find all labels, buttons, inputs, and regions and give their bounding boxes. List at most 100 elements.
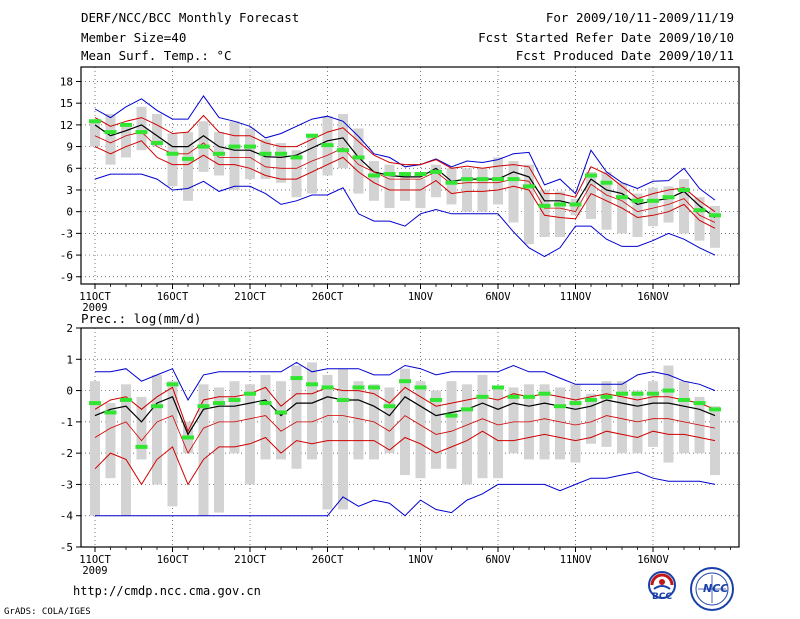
ensemble-box bbox=[400, 368, 410, 476]
ensemble-box bbox=[462, 168, 472, 212]
ensemble-box bbox=[136, 396, 147, 460]
x-tick-label: 6NOV bbox=[485, 554, 511, 566]
ensemble-box bbox=[679, 381, 689, 454]
ensemble-box bbox=[353, 381, 364, 460]
observed-marker bbox=[709, 407, 721, 412]
ensemble-box bbox=[493, 387, 503, 479]
ensemble-box bbox=[369, 161, 379, 201]
observed-marker bbox=[197, 144, 210, 149]
ensemble-box bbox=[105, 403, 116, 479]
x-tick-label: 6NOV bbox=[485, 291, 511, 303]
observed-marker bbox=[461, 177, 473, 182]
observed-marker bbox=[182, 435, 194, 440]
observed-marker bbox=[151, 404, 163, 409]
ensemble-box bbox=[446, 168, 457, 205]
ensemble-box bbox=[508, 387, 519, 454]
plot-frame bbox=[80, 327, 740, 548]
ensemble-box bbox=[415, 179, 426, 209]
ensemble-box bbox=[136, 106, 147, 151]
ensemble-box bbox=[524, 164, 534, 245]
ensemble-box bbox=[384, 164, 395, 209]
observed-marker bbox=[523, 184, 535, 189]
observed-marker bbox=[476, 177, 489, 182]
y-tick-label: 18 bbox=[60, 75, 73, 88]
observed-marker bbox=[399, 379, 411, 384]
bcc-logo-text: BCC bbox=[652, 592, 673, 602]
y-tick-label: -5 bbox=[60, 541, 73, 554]
y-tick-label: -3 bbox=[60, 478, 73, 491]
ncc-logo-icon bbox=[690, 567, 734, 611]
ensemble-box bbox=[601, 381, 612, 447]
observed-marker bbox=[197, 404, 210, 409]
ensemble-box bbox=[229, 121, 240, 190]
observed-marker bbox=[244, 391, 256, 396]
ensemble-min-line bbox=[95, 471, 716, 517]
ensemble-box bbox=[555, 191, 565, 237]
observed-marker bbox=[228, 397, 241, 402]
x-tick-label: 11NOV bbox=[560, 291, 592, 303]
ensemble-box bbox=[307, 362, 317, 460]
ensemble-box bbox=[121, 384, 131, 516]
observed-marker bbox=[616, 391, 628, 396]
observed-marker bbox=[414, 385, 427, 390]
observed-marker bbox=[492, 385, 504, 390]
ensemble-upper-line bbox=[94, 386, 716, 433]
y-tick-label: 3 bbox=[66, 184, 73, 197]
observed-marker bbox=[414, 172, 427, 177]
observed-marker bbox=[507, 177, 520, 182]
ensemble-box bbox=[105, 114, 116, 165]
ensemble-box bbox=[322, 374, 333, 510]
y-tick-label: -4 bbox=[60, 510, 74, 523]
ensemble-box bbox=[121, 124, 131, 158]
observed-marker bbox=[228, 144, 241, 149]
observed-marker bbox=[476, 394, 489, 399]
ensemble-mean-line bbox=[94, 396, 716, 436]
x-tick-label: 16OCT bbox=[157, 291, 189, 303]
plot-frame bbox=[80, 66, 740, 285]
observed-marker bbox=[120, 122, 132, 127]
ensemble-box bbox=[152, 374, 162, 485]
panel1-variable-label: Mean Surf. Temp.: °C bbox=[81, 48, 232, 63]
ensemble-box bbox=[307, 135, 317, 194]
observed-marker bbox=[89, 119, 101, 124]
source-url[interactable]: http://cmdp.ncc.cma.gov.cn bbox=[73, 584, 261, 598]
observed-marker bbox=[554, 202, 566, 207]
ensemble-box bbox=[245, 384, 255, 485]
ensemble-box bbox=[477, 168, 488, 212]
ensemble-box bbox=[539, 189, 550, 237]
ensemble-box bbox=[586, 171, 596, 219]
ensemble-box bbox=[462, 384, 472, 485]
ensemble-box bbox=[663, 365, 674, 463]
observed-marker bbox=[352, 155, 365, 160]
x-tick-label: 1NOV bbox=[408, 291, 434, 303]
ensemble-box bbox=[384, 387, 395, 454]
x-year-label: 2009 bbox=[82, 565, 107, 577]
observed-marker bbox=[461, 407, 473, 412]
ensemble-box bbox=[167, 133, 178, 187]
bcc-logo-icon bbox=[648, 571, 676, 599]
observed-marker bbox=[290, 155, 303, 160]
observed-marker bbox=[430, 169, 442, 174]
observed-marker bbox=[352, 385, 365, 390]
ensemble-box bbox=[276, 142, 286, 183]
ensemble-box bbox=[632, 193, 643, 237]
observed-marker bbox=[135, 444, 148, 449]
ensemble-box bbox=[555, 387, 565, 460]
ensemble-box bbox=[694, 197, 705, 241]
observed-marker bbox=[104, 130, 117, 135]
ensemble-box bbox=[338, 368, 348, 510]
ensemble-box bbox=[260, 374, 271, 460]
y-tick-label: 0 bbox=[66, 206, 73, 219]
observed-marker bbox=[693, 208, 706, 213]
observed-marker bbox=[430, 397, 442, 402]
ensemble-box bbox=[353, 128, 364, 194]
ensemble-box bbox=[152, 114, 162, 147]
ensemble-box bbox=[710, 406, 720, 476]
ensemble-mean-line bbox=[94, 124, 716, 218]
observed-marker bbox=[306, 133, 318, 138]
ensemble-max-line bbox=[94, 95, 716, 201]
y-tick-label: 15 bbox=[60, 97, 73, 110]
ensemble-min-line bbox=[94, 173, 716, 258]
y-tick-label: -1 bbox=[60, 416, 73, 429]
